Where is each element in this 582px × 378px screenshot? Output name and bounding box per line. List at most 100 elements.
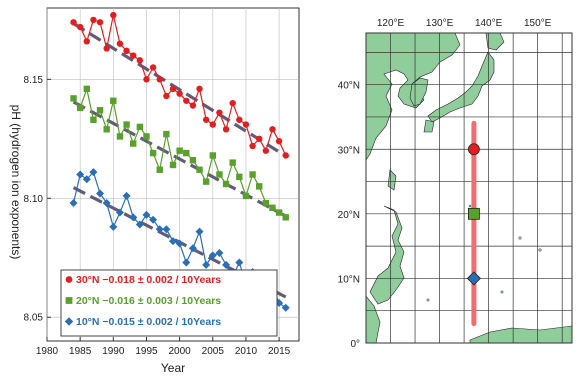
data-point-0-4 — [96, 19, 104, 26]
data-point-0-28 — [256, 135, 263, 143]
data-point-1-22 — [216, 171, 223, 178]
data-point-1-27 — [249, 171, 256, 178]
data-point-0-14 — [163, 92, 170, 100]
data-point-2-6 — [109, 222, 118, 231]
data-point-2-18 — [188, 244, 197, 253]
data-point-0-5 — [103, 45, 110, 52]
x-axis-title: Year — [161, 361, 185, 375]
data-point-2-32 — [281, 303, 290, 312]
data-point-0-22 — [216, 109, 223, 116]
series-1 — [70, 85, 289, 221]
data-point-0-13 — [156, 76, 163, 83]
data-point-1-28 — [256, 183, 263, 190]
series-0 — [70, 11, 289, 159]
legend-label-2: 10°N −0.015 ± 0.002 / 10Years — [76, 316, 221, 328]
data-point-2-15 — [169, 237, 177, 246]
lat-tick-label: 0° — [350, 339, 360, 350]
ph-timeseries-panel: 1980 1985 1990 1995 2000 2005 2010 2015 8.05 8.10… — [9, 7, 300, 375]
x-tick-label: 2005 — [202, 346, 225, 357]
data-point-1-25 — [236, 173, 243, 181]
data-point-0-27 — [249, 142, 256, 150]
data-point-1-8 — [123, 121, 130, 128]
data-point-1-29 — [262, 199, 270, 207]
station-marker-1 — [468, 207, 480, 220]
data-point-0-19 — [196, 85, 203, 93]
data-point-1-12 — [149, 149, 157, 157]
data-point-0-21 — [209, 121, 216, 128]
data-point-1-24 — [229, 159, 236, 166]
data-point-2-16 — [175, 239, 184, 248]
data-point-0-6 — [110, 11, 117, 19]
data-point-1-17 — [183, 149, 190, 157]
data-point-2-22 — [215, 248, 224, 257]
station-marker-2 — [466, 271, 481, 286]
data-point-1-2 — [83, 85, 90, 93]
island-dot — [518, 236, 522, 240]
data-point-1-4 — [96, 107, 104, 114]
lat-tick-label: 20°N — [338, 210, 360, 221]
data-point-2-8 — [122, 191, 131, 200]
data-point-0-20 — [202, 116, 210, 123]
data-point-1-14 — [163, 130, 170, 138]
data-point-0-30 — [269, 126, 276, 133]
x-tick-label: 2015 — [268, 346, 291, 357]
data-point-0-3 — [90, 16, 97, 24]
data-point-0-32 — [282, 152, 289, 159]
legend-marker-1 — [65, 297, 73, 304]
legend-marker-0 — [65, 276, 73, 283]
data-point-0-2 — [83, 38, 90, 45]
ocean — [366, 33, 572, 343]
data-point-1-9 — [130, 140, 137, 147]
data-point-1-7 — [116, 133, 124, 140]
data-point-0-7 — [116, 40, 124, 47]
data-point-0-12 — [149, 64, 157, 71]
transect — [466, 120, 481, 327]
trend-line-0 — [72, 22, 287, 158]
lat-tick-label: 30°N — [338, 145, 360, 156]
data-point-2-23 — [222, 260, 231, 269]
data-point-1-30 — [269, 204, 276, 211]
data-point-0-25 — [236, 116, 243, 123]
island-dot — [500, 290, 504, 294]
data-point-2-20 — [202, 260, 211, 269]
data-point-0-17 — [183, 97, 190, 104]
map-ticks: 120°E 130°E 140°E 150°E 40°N 30°N 20°N 10°N 0° — [338, 18, 552, 350]
data-point-2-14 — [162, 225, 171, 234]
legend-label-1: 20°N −0.016 ± 0.003 / 10Years — [76, 295, 221, 307]
y-tick-label: 8.10 — [24, 194, 44, 205]
x-tick-label: 1985 — [69, 346, 92, 357]
axis-ticks: 1980 1985 1990 1995 2000 2005 2010 2015 8.05 8.10… — [24, 75, 291, 357]
y-axis-title: pH (hydrogen ion exponents) — [9, 105, 23, 260]
legend-box — [60, 269, 278, 337]
lon-tick-label: 140°E — [475, 18, 503, 29]
land-taiwan — [387, 169, 397, 191]
data-point-1-15 — [169, 161, 177, 169]
data-point-2-21 — [208, 251, 217, 260]
data-point-1-21 — [209, 152, 216, 159]
x-tick-label: 1980 — [36, 346, 59, 357]
data-point-1-6 — [110, 97, 117, 104]
data-point-0-8 — [123, 47, 130, 55]
x-tick-label: 1990 — [102, 346, 125, 357]
land-borneo — [366, 295, 381, 343]
lon-tick-label: 130°E — [426, 18, 454, 29]
data-point-0-18 — [189, 102, 197, 109]
lat-tick-label: 40°N — [338, 81, 360, 92]
data-point-2-25 — [235, 258, 244, 267]
data-point-1-10 — [136, 123, 144, 131]
data-point-0-31 — [275, 138, 283, 145]
lat-tick-label: 10°N — [338, 274, 360, 285]
y-tick-label: 8.05 — [24, 313, 44, 324]
data-point-1-23 — [222, 180, 230, 188]
data-point-1-11 — [143, 133, 150, 140]
data-point-0-26 — [242, 121, 250, 128]
data-point-2-11 — [142, 210, 151, 219]
data-point-1-1 — [76, 104, 84, 112]
x-tick-label: 2000 — [169, 346, 192, 357]
data-point-2-1 — [76, 170, 85, 179]
land-kyushu — [423, 119, 435, 133]
land-new-guinea — [469, 325, 572, 343]
data-point-1-20 — [202, 178, 210, 185]
island-dot — [538, 248, 542, 252]
legend: 30°N −0.018 ± 0.002 / 10Years 20°N −0.016… — [60, 269, 278, 337]
